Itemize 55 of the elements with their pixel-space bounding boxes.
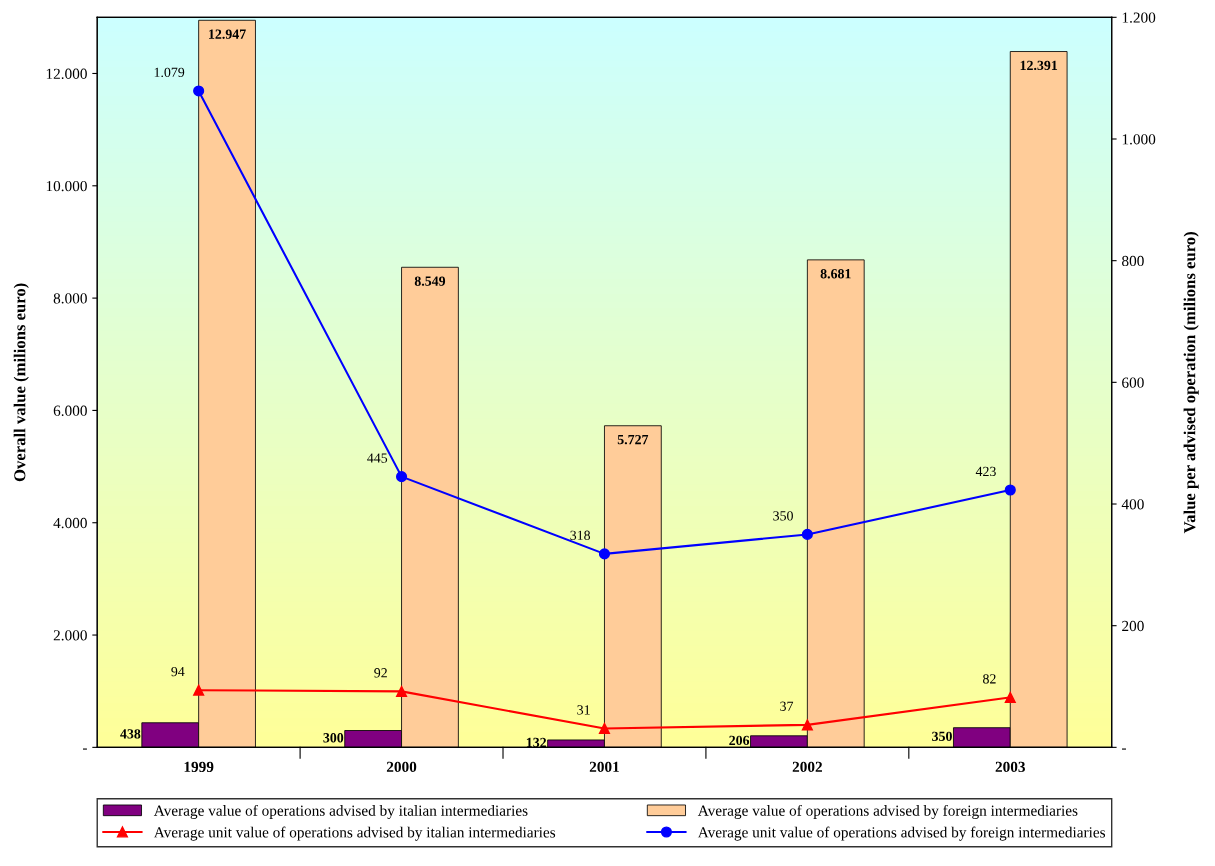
legend-label: Average unit value of operations advised by foreign intermediaries bbox=[697, 826, 1106, 841]
data-label: 12.947 bbox=[209, 29, 246, 39]
point bbox=[1004, 484, 1016, 496]
legend-label: Average unit value of operations advised by italian intermediaries bbox=[153, 826, 556, 841]
x-tick-label: 2000 bbox=[386, 761, 417, 772]
data-label: 350 bbox=[773, 511, 793, 521]
legend-label: Average value of operations advised by foreign intermediaries bbox=[697, 804, 1078, 819]
y-tick-label: 12.000 bbox=[46, 68, 87, 79]
data-label: 12.391 bbox=[1020, 60, 1058, 71]
data-label: 5.727 bbox=[617, 434, 649, 445]
y-tick-label: 10.000 bbox=[46, 180, 87, 192]
y2-tick-label: 200 bbox=[1122, 620, 1144, 632]
data-label: 31 bbox=[577, 705, 590, 715]
y2-tick-label: 800 bbox=[1122, 255, 1144, 267]
x-tick-label: 2001 bbox=[589, 761, 619, 772]
data-label: 82 bbox=[983, 674, 996, 684]
x-tick-label: 2003 bbox=[995, 761, 1026, 772]
data-label: 8.681 bbox=[820, 269, 851, 279]
data-label: 8.549 bbox=[414, 276, 446, 286]
point bbox=[801, 719, 813, 731]
data-label: 300 bbox=[323, 733, 344, 743]
legend-label: Average value of operations advised by italian intermediaries bbox=[153, 804, 528, 819]
y-tick-label: 6.000 bbox=[53, 405, 87, 416]
point bbox=[396, 685, 408, 697]
y2-tick-label: 1.200 bbox=[1122, 12, 1156, 23]
data-label: 132 bbox=[526, 737, 547, 748]
x-tick-label: 2002 bbox=[792, 761, 822, 772]
y2-tick-label: 600 bbox=[1122, 377, 1144, 388]
y2-axis-title: Value per advised operation (milions euro) bbox=[1183, 232, 1199, 534]
data-label: 206 bbox=[729, 735, 750, 746]
data-label: 318 bbox=[570, 530, 591, 540]
point bbox=[598, 722, 611, 735]
data-label: 92 bbox=[374, 668, 387, 678]
y-tick-label: - bbox=[82, 748, 87, 750]
y2-tick-label: 400 bbox=[1121, 499, 1144, 510]
y-tick-label: 8.000 bbox=[53, 293, 87, 304]
point bbox=[598, 548, 611, 560]
point bbox=[1004, 691, 1016, 704]
data-label: 438 bbox=[120, 729, 141, 739]
data-label: 423 bbox=[975, 466, 996, 477]
y-tick-label: 4.000 bbox=[53, 517, 87, 529]
y-tick-label: 2.000 bbox=[53, 630, 87, 641]
data-label: 94 bbox=[171, 666, 185, 677]
data-label: 445 bbox=[367, 453, 388, 463]
y2-tick-label: 1.000 bbox=[1122, 134, 1156, 145]
point bbox=[193, 684, 205, 696]
data-label: 1.079 bbox=[154, 67, 185, 78]
point bbox=[193, 85, 205, 97]
y-axis-title: Overall value (milions euro) bbox=[13, 283, 29, 482]
point bbox=[801, 528, 813, 540]
x-tick-label: 1999 bbox=[184, 761, 214, 772]
data-label: 350 bbox=[932, 731, 952, 742]
y2-tick-label: - bbox=[1122, 748, 1126, 750]
data-label: 37 bbox=[780, 701, 794, 711]
point bbox=[396, 471, 408, 483]
